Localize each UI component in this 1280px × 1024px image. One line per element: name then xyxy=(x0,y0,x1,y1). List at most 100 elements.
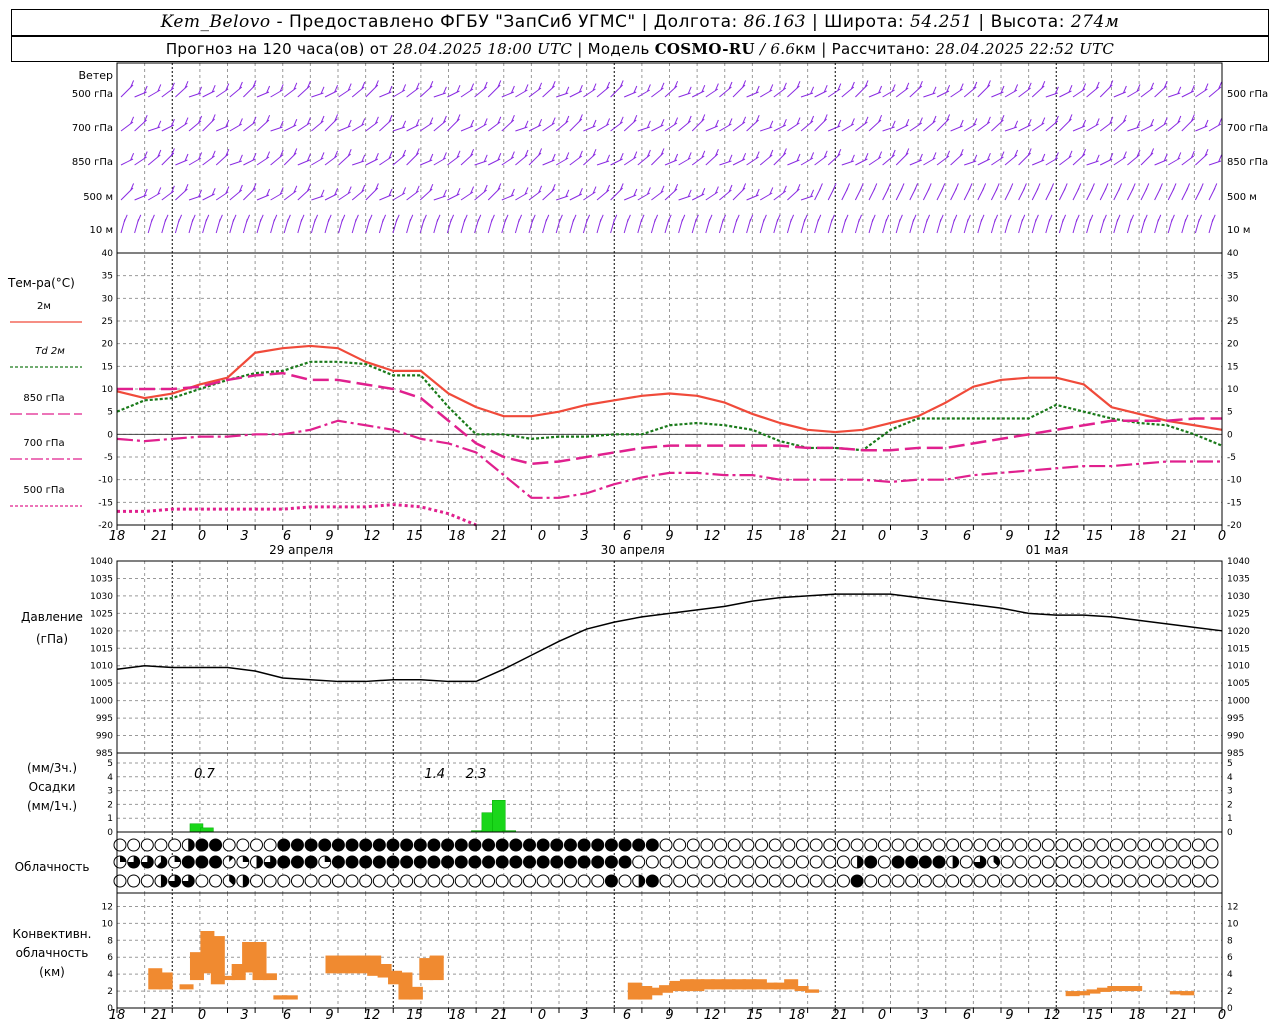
pressure-ytick-right: 1025 xyxy=(1227,609,1250,619)
wind-barb-flag xyxy=(1157,214,1162,222)
conv-hour-label: 18 xyxy=(789,1008,806,1023)
pressure-line xyxy=(116,593,1223,683)
cloud-symbol xyxy=(918,874,932,888)
conv-hour-label: 21 xyxy=(151,1008,168,1023)
wind-barb-flag xyxy=(306,153,311,162)
pressure-ytick-left: 1030 xyxy=(90,592,113,602)
wind-barb-flag xyxy=(320,115,325,124)
model-res-unit: км xyxy=(795,40,817,58)
wind-barb-flag xyxy=(184,184,189,192)
wind-barb-flag xyxy=(341,214,346,222)
cloud-symbol xyxy=(755,855,769,869)
wind-barb-flag xyxy=(810,189,815,197)
temp-hour-label: 15 xyxy=(1086,529,1103,544)
wind-barb-flag xyxy=(395,214,400,222)
conv-bar xyxy=(794,986,809,992)
cloud-symbol xyxy=(809,838,823,852)
wind-barb-flag xyxy=(306,81,311,89)
wind-barb-flag xyxy=(334,114,339,122)
cloud-symbol xyxy=(591,838,605,852)
precip-bar xyxy=(492,800,506,833)
conv-bar xyxy=(408,986,423,1000)
conv-ytick-right: 12 xyxy=(1227,902,1238,912)
wind-barb-flag xyxy=(510,151,515,159)
wind-barb-flag xyxy=(565,115,570,124)
conv-ytick-right: 10 xyxy=(1227,919,1239,929)
wind-barb-flag xyxy=(545,214,550,222)
cloud-symbol xyxy=(645,855,659,869)
wind-barb-flag xyxy=(211,188,216,196)
wind-barb-flag xyxy=(497,80,502,88)
wind-barb-flag xyxy=(660,185,665,193)
wind-barb-flag xyxy=(442,152,447,160)
cloud-symbol xyxy=(577,874,591,888)
cloud-label: Облачность xyxy=(15,860,90,874)
wind-barb-flag xyxy=(538,148,543,156)
temp-series-line xyxy=(117,371,1222,466)
conv-hour-label: 0 xyxy=(198,1008,206,1023)
conv-hour-label: 12 xyxy=(364,1008,381,1023)
temp-hour-label: 21 xyxy=(831,529,848,544)
wind-barb-flag xyxy=(619,153,624,161)
cloud-symbol xyxy=(1096,874,1110,888)
wind-barb-flag xyxy=(905,119,910,127)
precip-ytick-right: 3 xyxy=(1227,787,1233,797)
temp-hour-label: 21 xyxy=(1171,529,1188,544)
wind-barb-flag xyxy=(293,82,298,90)
cloud-symbol xyxy=(891,855,905,869)
wind-barb-flag xyxy=(477,214,482,222)
temp-ytick-right: 15 xyxy=(1227,362,1238,372)
wind-barb-flag xyxy=(388,188,393,197)
wind-barb-flag xyxy=(1198,214,1203,222)
cloud-symbol xyxy=(550,838,564,852)
pressure-ylabel: (гПа) xyxy=(36,632,68,646)
cloud-symbol xyxy=(550,855,564,869)
cloud-symbol xyxy=(290,855,304,869)
cloud-symbol xyxy=(1178,838,1192,852)
cloud-symbol-fill xyxy=(127,856,140,868)
wind-barb-flag xyxy=(646,84,651,92)
cloud-symbol xyxy=(263,838,277,852)
precip-units-3h: (мм/3ч.) xyxy=(27,761,77,775)
cloud-symbol xyxy=(1014,874,1028,888)
precip-ytick-right: 4 xyxy=(1227,773,1233,783)
cloud-symbol xyxy=(918,838,932,852)
lat-value: 54.251 xyxy=(910,12,973,32)
wind-barb-flag xyxy=(143,151,148,159)
cloud-symbol xyxy=(591,855,605,869)
wind-barb-flag xyxy=(374,183,379,191)
wind-barb-flag xyxy=(497,153,502,161)
temp-ytick-left: 20 xyxy=(102,340,114,350)
cloud-symbol-fill xyxy=(993,856,1000,867)
wind-barb-flag xyxy=(510,85,515,94)
wind-barb-flag xyxy=(932,152,937,160)
cloud-symbol xyxy=(386,874,400,888)
cloud-symbol xyxy=(973,838,987,852)
cloud-symbol xyxy=(1014,838,1028,852)
wind-barb-flag xyxy=(415,148,420,156)
cloud-symbol xyxy=(482,855,496,869)
wind-barb-flag xyxy=(157,187,162,195)
cloud-symbol-fill xyxy=(242,875,249,887)
wind-barb-flag xyxy=(878,115,883,123)
cloud-symbol xyxy=(1109,874,1123,888)
wind-barb-flag xyxy=(490,214,495,222)
wind-barb-flag xyxy=(382,214,387,222)
wind-barb-flag xyxy=(1095,154,1100,162)
cloud-symbol xyxy=(659,874,673,888)
cloud-symbol xyxy=(1069,838,1082,852)
conv-bar xyxy=(179,984,194,990)
wind-barb-flag xyxy=(347,149,352,157)
cloud-symbol xyxy=(686,874,700,888)
conv-ytick-left: 6 xyxy=(107,953,113,963)
wind-barb-flag xyxy=(130,183,135,191)
cloud-symbol xyxy=(277,855,291,869)
cloud-symbol xyxy=(168,838,182,852)
wind-barb-flag xyxy=(1136,84,1141,92)
cloud-symbol xyxy=(1069,874,1082,888)
wind-barb-flag xyxy=(409,214,414,222)
wind-barb-flag xyxy=(347,186,352,194)
wind-barb-flag xyxy=(565,86,570,94)
cloud-symbol xyxy=(809,855,823,869)
wind-barb-flag xyxy=(497,116,502,124)
